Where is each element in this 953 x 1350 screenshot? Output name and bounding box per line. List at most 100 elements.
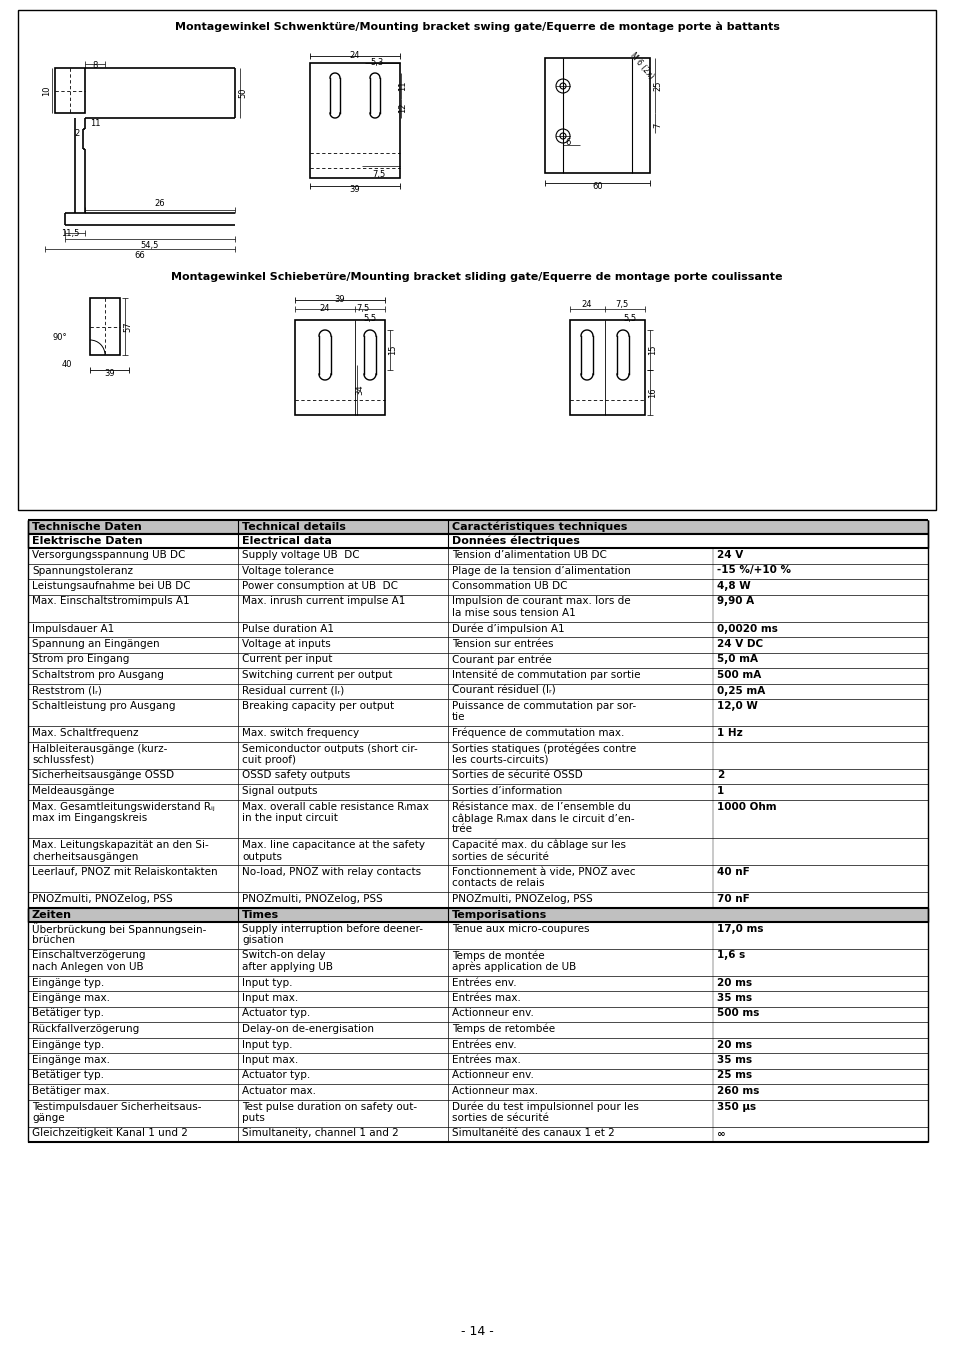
Text: Courant par entrée: Courant par entrée [452,655,551,666]
Text: Max. Leitungskapazität an den Si-: Max. Leitungskapazität an den Si- [32,840,209,850]
Text: Breaking capacity per output: Breaking capacity per output [242,701,394,711]
Text: 11,5: 11,5 [61,230,79,238]
Text: trée: trée [452,825,473,834]
Text: Technische Daten: Technische Daten [32,522,142,532]
Text: Voltage tolerance: Voltage tolerance [242,566,334,575]
Text: Max. line capacitance at the safety: Max. line capacitance at the safety [242,840,424,850]
Bar [294,320,385,414]
Text: 20 ms: 20 ms [717,977,751,987]
Bar [569,320,644,414]
Text: Max. Gesamtleitungswiderstand Rᵢⱼ: Max. Gesamtleitungswiderstand Rᵢⱼ [32,802,214,811]
Text: Input typ.: Input typ. [242,1040,293,1049]
Text: Simultanéité des canaux 1 et 2: Simultanéité des canaux 1 et 2 [452,1129,614,1138]
Text: Meldeausgänge: Meldeausgänge [32,786,114,796]
Text: 1: 1 [717,786,723,796]
Text: 500 mA: 500 mA [717,670,760,680]
Text: Max. switch frequency: Max. switch frequency [242,728,358,738]
Text: gänge: gänge [32,1112,65,1123]
Bar [28,1068,927,1084]
Text: 7: 7 [653,123,661,128]
Text: M 6 (2x): M 6 (2x) [627,51,655,81]
Text: Max. Einschaltstromimpuls A1: Max. Einschaltstromimpuls A1 [32,597,190,606]
Text: 6: 6 [564,138,570,147]
Text: Eingänge typ.: Eingänge typ. [32,1040,104,1049]
Text: 5,0 mA: 5,0 mA [717,655,758,664]
Text: 5,5: 5,5 [622,315,636,323]
Text: Pulse duration A1: Pulse duration A1 [242,624,334,633]
Bar [28,741,927,768]
Text: Delay-on de-energisation: Delay-on de-energisation [242,1025,374,1034]
Text: Montagewinkel Schwenktüre/Mounting bracket swing gate/Equerre de montage porte à: Montagewinkel Schwenktüre/Mounting brack… [174,22,779,32]
Text: Entrées env.: Entrées env. [452,977,517,987]
Text: Sorties de sécurité OSSD: Sorties de sécurité OSSD [452,771,582,780]
Text: Signal outputs: Signal outputs [242,786,317,796]
Text: Input max.: Input max. [242,994,298,1003]
Text: Plage de la tension d’alimentation: Plage de la tension d’alimentation [452,566,630,575]
Bar [28,563,927,579]
Bar [544,58,649,173]
Text: Betätiger typ.: Betätiger typ. [32,1008,104,1018]
Text: nach Anlegen von UB: nach Anlegen von UB [32,963,144,972]
Text: Power consumption at UB  DC: Power consumption at UB DC [242,580,397,591]
Text: 34: 34 [355,385,364,396]
Bar [18,9,935,510]
Text: 17,0 ms: 17,0 ms [717,923,762,933]
Text: 25 ms: 25 ms [717,1071,751,1080]
Text: 15: 15 [648,344,657,355]
Text: Puissance de commutation par sor-: Puissance de commutation par sor- [452,701,636,711]
Bar [28,548,927,563]
Text: gisation: gisation [242,936,283,945]
Text: 1 Hz: 1 Hz [717,728,742,738]
Text: Supply voltage UB  DC: Supply voltage UB DC [242,549,359,560]
Bar [28,976,927,991]
Bar [28,1053,927,1068]
Text: Entrées max.: Entrées max. [452,1054,520,1065]
Text: Schaltleistung pro Ausgang: Schaltleistung pro Ausgang [32,701,175,711]
Text: Switching current per output: Switching current per output [242,670,392,680]
Text: Semiconductor outputs (short cir-: Semiconductor outputs (short cir- [242,744,417,753]
Text: 24: 24 [350,51,360,59]
Text: Courant résiduel (Iᵣ): Courant résiduel (Iᵣ) [452,686,556,695]
Bar [28,768,927,784]
Text: tie: tie [452,713,465,722]
Text: Montagewinkel Schiebетüre/Mounting bracket sliding gate/Equerre de montage porte: Montagewinkel Schiebетüre/Mounting brack… [172,271,781,282]
Text: Durée du test impulsionnel pour les: Durée du test impulsionnel pour les [452,1102,639,1112]
Text: PNOZmulti, PNOZelog, PSS: PNOZmulti, PNOZelog, PSS [242,894,382,904]
Bar [28,683,927,699]
Text: Schaltstrom pro Ausgang: Schaltstrom pro Ausgang [32,670,164,680]
Text: Betätiger max.: Betätiger max. [32,1085,110,1096]
Text: Residual current (Iᵣ): Residual current (Iᵣ) [242,686,344,695]
Text: Strom pro Eingang: Strom pro Eingang [32,655,130,664]
Bar [28,520,927,535]
Text: Durée d’impulsion A1: Durée d’impulsion A1 [452,624,564,634]
Text: in the input circuit: in the input circuit [242,813,337,823]
Text: Actuator max.: Actuator max. [242,1085,315,1096]
Text: 7,5: 7,5 [356,304,369,313]
Text: Test pulse duration on safety out-: Test pulse duration on safety out- [242,1102,416,1111]
Text: la mise sous tension A1: la mise sous tension A1 [452,608,576,618]
Text: 35 ms: 35 ms [717,994,751,1003]
Text: les courts-circuits): les courts-circuits) [452,755,548,765]
Text: Halbleiterausgänge (kurz-: Halbleiterausgänge (kurz- [32,744,167,753]
Text: Eingänge typ.: Eingänge typ. [32,977,104,987]
Text: 8: 8 [92,61,97,70]
Text: Temps de retombée: Temps de retombée [452,1025,555,1034]
Text: Capacité max. du câblage sur les: Capacité max. du câblage sur les [452,840,625,850]
Bar [28,579,927,594]
Text: sorties de sécurité: sorties de sécurité [452,852,548,861]
Text: Intensité de commutation par sortie: Intensité de commutation par sortie [452,670,639,680]
Text: after applying UB: after applying UB [242,963,333,972]
Text: Input max.: Input max. [242,1054,298,1065]
Text: Max. overall cable resistance Rᵢmax: Max. overall cable resistance Rᵢmax [242,802,429,811]
Bar [28,799,927,838]
Text: Max. inrush current impulse A1: Max. inrush current impulse A1 [242,597,405,606]
Text: 0,25 mA: 0,25 mA [717,686,764,695]
Text: Zeiten: Zeiten [32,910,71,919]
Text: Spannungstoleranz: Spannungstoleranz [32,566,132,575]
Text: 1,6 s: 1,6 s [717,950,744,960]
Text: Gleichzeitigkeit Kanal 1 und 2: Gleichzeitigkeit Kanal 1 und 2 [32,1129,188,1138]
Text: Impulsion de courant max. lors de: Impulsion de courant max. lors de [452,597,630,606]
Text: 5,5: 5,5 [363,315,375,323]
Bar [28,949,927,976]
Bar [28,726,927,741]
